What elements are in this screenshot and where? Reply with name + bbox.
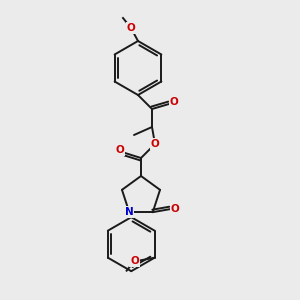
Text: O: O [127,23,135,33]
Text: O: O [169,97,178,107]
Text: O: O [116,145,124,155]
Text: O: O [151,139,159,149]
Text: N: N [125,207,134,217]
Text: O: O [170,204,179,214]
Text: O: O [130,256,139,266]
